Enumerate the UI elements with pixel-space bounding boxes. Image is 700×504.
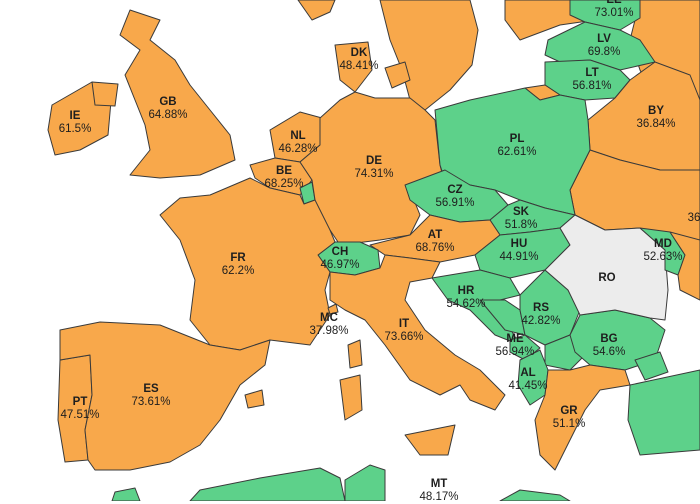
country-it[interactable] bbox=[329, 254, 506, 411]
country-dk[interactable] bbox=[334, 41, 373, 93]
country-es-islands[interactable] bbox=[244, 389, 265, 409]
country-sweden[interactable] bbox=[379, 0, 479, 111]
country-dk-island[interactable] bbox=[384, 61, 411, 89]
country-ro[interactable] bbox=[544, 214, 669, 321]
country-it-sicily[interactable] bbox=[404, 424, 456, 456]
country-tr-europe[interactable] bbox=[634, 351, 669, 381]
country-gr[interactable] bbox=[534, 364, 631, 471]
country-de[interactable] bbox=[299, 91, 446, 246]
country-es[interactable] bbox=[59, 321, 271, 471]
country-tr[interactable] bbox=[627, 369, 700, 456]
country-algeria[interactable] bbox=[189, 467, 346, 501]
country-tunisia[interactable] bbox=[344, 464, 386, 501]
country-ukraine-south[interactable] bbox=[669, 231, 700, 301]
country-it-sardinia[interactable] bbox=[339, 374, 363, 421]
country-lv[interactable] bbox=[544, 21, 656, 71]
country-fr-corsica[interactable] bbox=[347, 339, 363, 369]
country-fr[interactable] bbox=[159, 177, 336, 351]
country-morocco[interactable] bbox=[111, 487, 141, 501]
country-libya[interactable] bbox=[499, 489, 571, 501]
country-ni[interactable] bbox=[91, 81, 119, 107]
country-mc[interactable] bbox=[327, 303, 339, 315]
country-scandinavia[interactable] bbox=[297, 0, 336, 21]
country-al[interactable] bbox=[517, 349, 549, 406]
country-gb[interactable] bbox=[119, 9, 236, 179]
